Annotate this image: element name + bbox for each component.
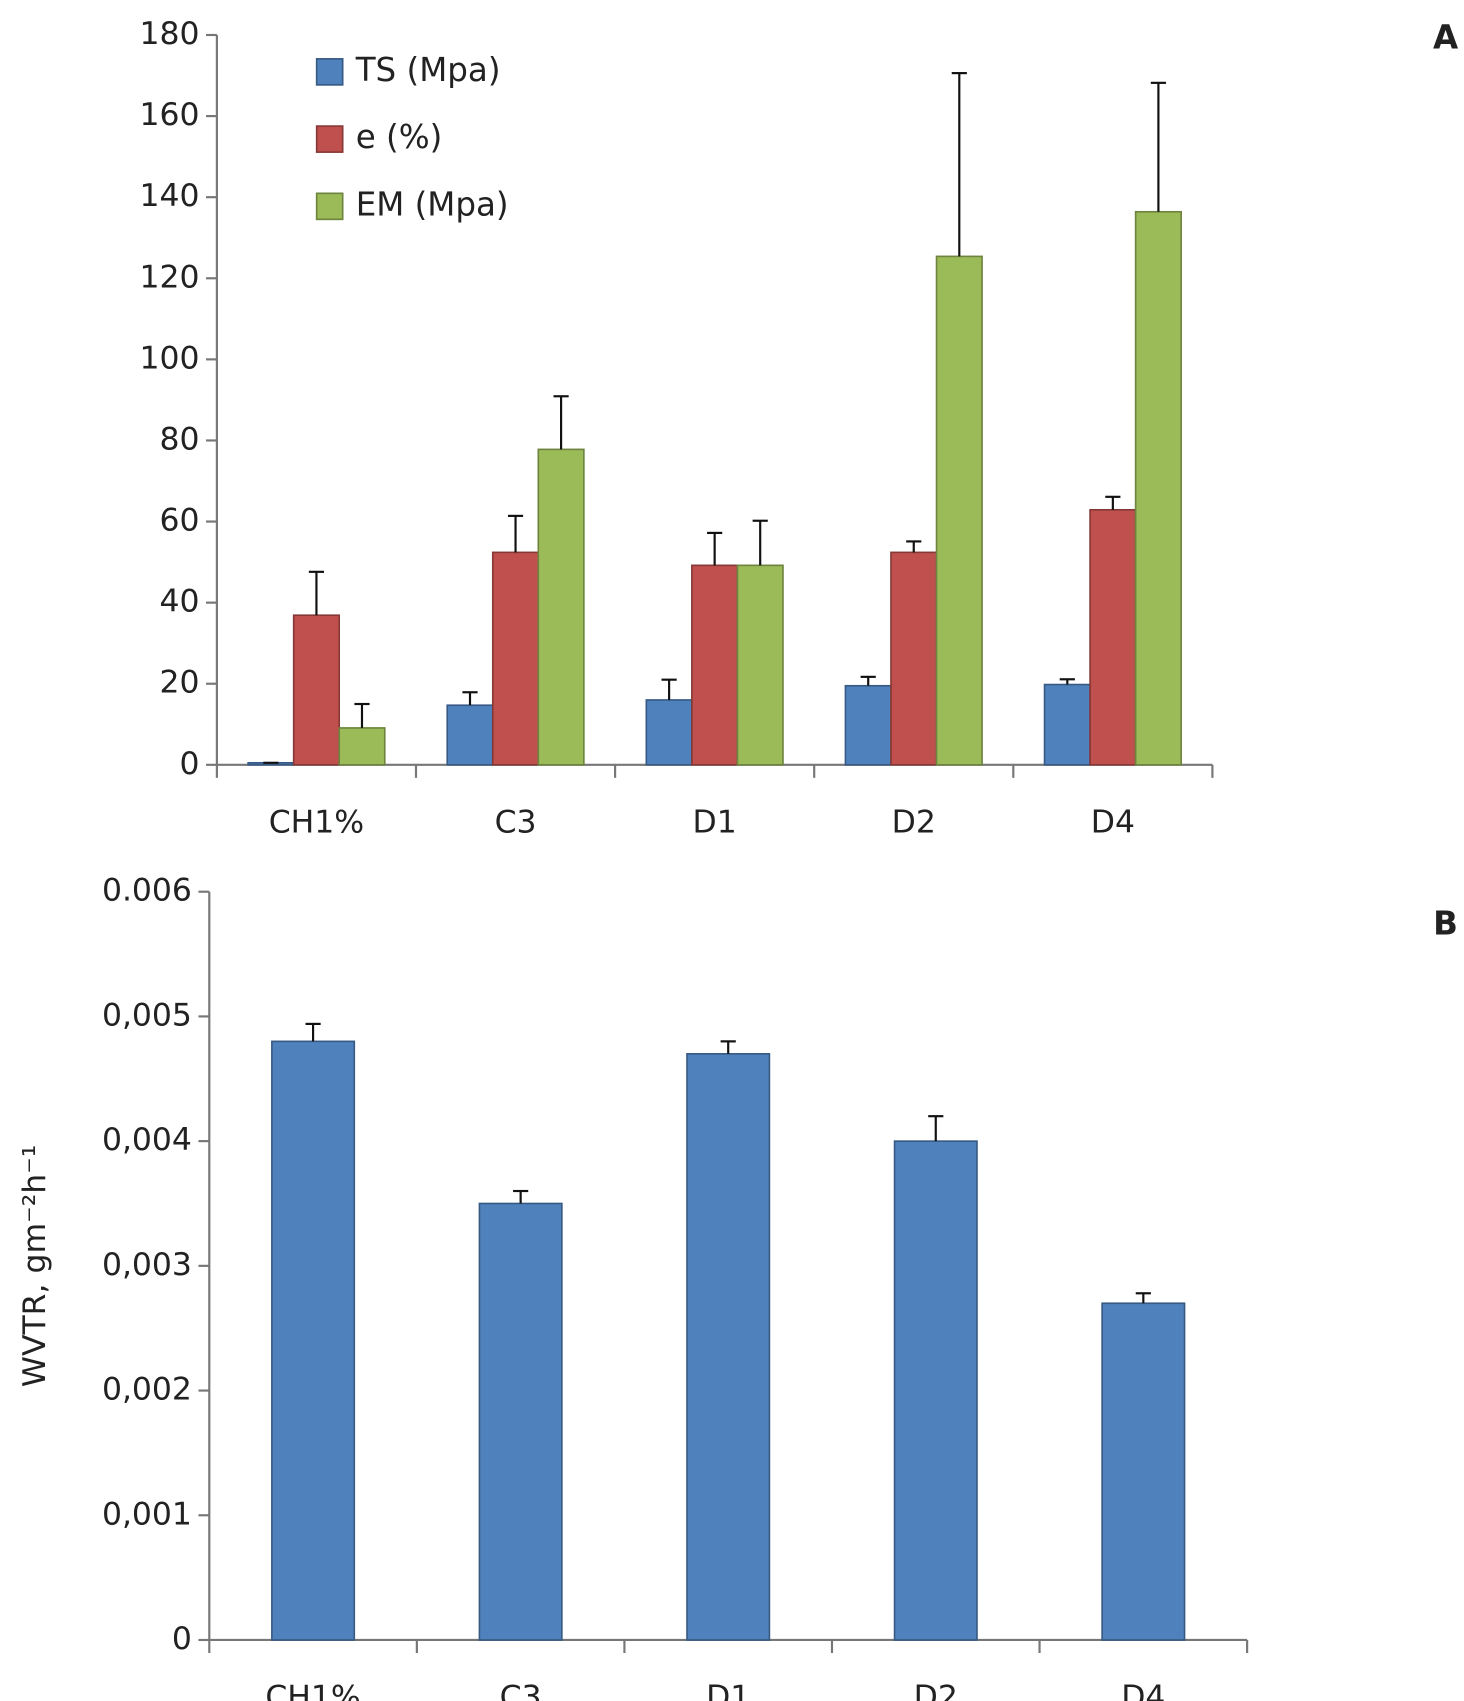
bar [338,727,386,766]
error-bar [860,675,876,686]
y-tick-label: 0,005 [102,997,192,1033]
bar [1043,683,1091,766]
error-bar [308,570,325,616]
y-tick-label: 120 [140,259,200,295]
y-tick-label: 140 [140,178,200,214]
y-tick-label: 60 [160,503,200,539]
y-tick-label: 20 [160,665,200,701]
bar [271,1040,356,1641]
error-bar [513,1189,529,1204]
legend-label: TS (Mpa) [355,51,501,89]
bar [478,1202,563,1641]
x-tick-label: C3 [495,804,537,840]
y-tick-label: 0,003 [102,1247,192,1283]
x-tick-label: D2 [892,804,936,840]
y-tick-label: 180 [140,16,200,52]
x-tick-label: C3 [500,1680,542,1701]
error-bar [707,531,723,566]
panel-label: B [1433,904,1458,942]
x-tick-label: D1 [706,1680,750,1701]
error-bar [951,72,967,257]
x-tick-label: D2 [914,1680,958,1701]
legend-swatch [315,58,344,86]
bar [935,255,983,766]
y-tick-label: 160 [140,97,200,133]
bar [1134,210,1182,766]
error-bar [462,691,478,706]
error-bar [1059,678,1075,685]
error-bar [553,395,569,450]
error-bar [305,1022,321,1042]
error-bar [507,514,524,553]
panel-label: A [1433,18,1458,56]
x-tick-label: D1 [693,804,737,840]
legend-swatch [315,125,344,153]
bar [491,551,540,766]
y-tick-label: 40 [160,584,200,620]
bar [1089,508,1137,766]
error-bar [1105,495,1121,510]
x-tick-label: CH1% [269,804,364,840]
error-bar [752,519,768,566]
x-tick-label: D4 [1091,804,1135,840]
legend-label: e (%) [356,118,443,156]
y-tick-label: 0 [180,746,200,782]
y-tick-label: 80 [160,421,200,457]
x-tick-label: CH1% [265,1680,360,1701]
bar [686,1053,771,1641]
error-bar [720,1040,736,1054]
y-axis-label: WVTR, gm⁻²h⁻¹ [17,1145,53,1388]
bar [537,448,585,766]
y-tick-label: 0,002 [102,1372,192,1408]
legend-swatch [315,192,344,221]
y-tick-label: 0 [172,1621,192,1657]
bar [890,551,938,766]
error-bar [1150,81,1166,212]
error-bar [661,678,677,700]
bar [446,704,494,766]
bar [645,699,693,766]
error-bar [1135,1292,1151,1304]
bar [292,614,341,766]
legend-label: EM (Mpa) [356,185,509,223]
bar [844,684,892,766]
error-bar [906,540,922,553]
error-bar [354,702,370,728]
bar [1101,1302,1186,1641]
bar [736,564,784,766]
x-tick-label: D4 [1121,1680,1165,1701]
y-tick-label: 0,001 [102,1496,192,1532]
bar [691,564,739,766]
bar [893,1140,978,1641]
y-tick-label: 0.006 [102,873,192,909]
error-bar [928,1115,944,1142]
y-tick-label: 0,004 [102,1122,192,1158]
y-tick-label: 100 [140,340,200,376]
